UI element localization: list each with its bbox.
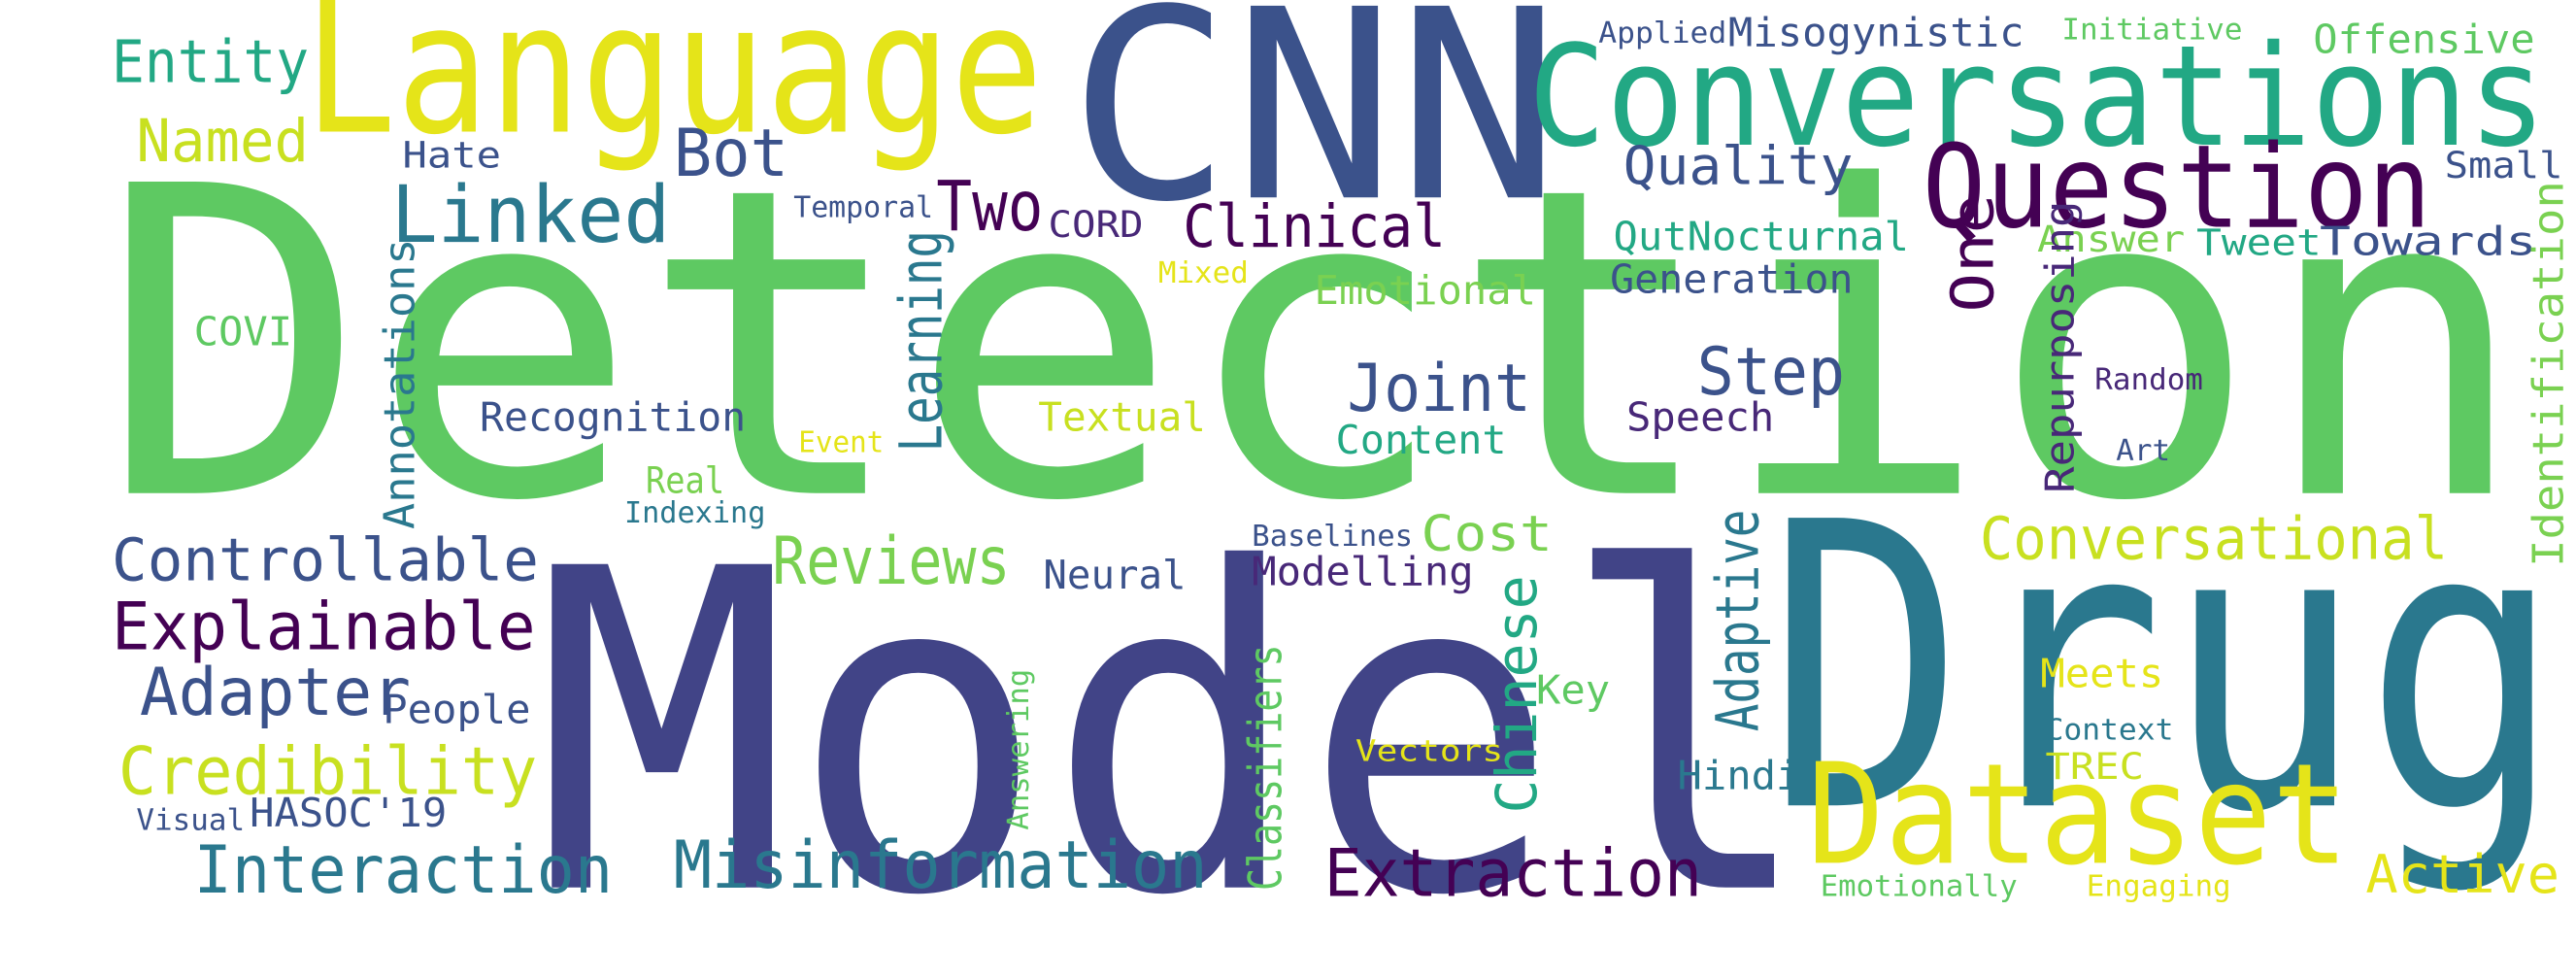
word: Drug (1766, 439, 2563, 898)
word: Textual (1038, 393, 1206, 440)
word: HASOC'19 (250, 790, 447, 836)
word: Key (1536, 666, 1610, 713)
word: COVID (194, 308, 318, 354)
word: Towards (2320, 218, 2536, 264)
word: QutNocturnal (1614, 213, 1910, 259)
word: Chinese (1485, 575, 1550, 813)
word: Joint (1347, 350, 1531, 426)
word: One (1938, 194, 2007, 313)
word: Art (2116, 434, 2170, 468)
word: Question (1923, 120, 2432, 254)
word: Neural (1043, 552, 1186, 598)
word: Two (936, 166, 1043, 247)
word: Clinical (1183, 192, 1446, 261)
word: Linked (391, 170, 671, 261)
word: Hindi (1677, 752, 1800, 798)
word: Step (1697, 333, 1845, 410)
word: Active (2365, 844, 2559, 905)
word: Entity (112, 28, 309, 97)
word: Reviews (772, 523, 1010, 599)
word: Indexing (624, 496, 766, 530)
word: Cost (1422, 505, 1553, 562)
word: Misogynistic (1728, 10, 2024, 56)
word: Dataset (1807, 733, 2349, 895)
word: Initiative (2061, 14, 2242, 48)
word: Mixed (1158, 256, 1249, 290)
word: Answering (1002, 669, 1036, 830)
word: Answer (2037, 218, 2185, 260)
word: Adaptive (1703, 510, 1772, 731)
word: Modelling (1252, 548, 1473, 594)
word: Classifiers (1240, 644, 1293, 891)
word: CORD (1048, 203, 1143, 246)
word: Applied (1598, 17, 1726, 51)
word: Detection (99, 97, 2530, 594)
word: Conversations (1528, 16, 2547, 178)
word: Visual (136, 804, 245, 838)
word: People (383, 687, 530, 733)
word: Generation (1610, 255, 1853, 302)
word: Interaction (194, 831, 613, 908)
word: Baselines (1252, 520, 1413, 554)
word: Recognition (480, 393, 746, 440)
word: Speech (1626, 393, 1774, 440)
word: Random (2094, 363, 2203, 397)
word: Language (304, 0, 1043, 174)
word: Context (2045, 714, 2173, 748)
word: Vectors (1355, 735, 1503, 769)
word: Meets (2040, 650, 2163, 696)
word: Temporal (793, 190, 933, 224)
word: Adapter (140, 654, 411, 730)
word: Model (534, 476, 1816, 978)
word: Engaging (2087, 869, 2231, 903)
word: Emotional (1315, 267, 1536, 314)
word: Learning (887, 230, 955, 452)
word: Named (136, 107, 309, 176)
word: Repurposing (2036, 201, 2083, 493)
word: Misinformation (674, 826, 1208, 903)
word: CNN (1068, 0, 1561, 259)
word: Annotations (375, 238, 424, 528)
word: Identification (2524, 181, 2573, 567)
word: Extraction (1324, 834, 1702, 911)
word: Emotionally (1821, 869, 2018, 903)
word: Offensive (2313, 16, 2534, 62)
word: Real (646, 459, 724, 502)
word: Credibility (118, 732, 537, 809)
word: Small (2445, 144, 2563, 186)
word: Content (1336, 417, 1507, 463)
word: Bot (674, 115, 788, 191)
word: Quality (1623, 136, 1854, 197)
word: TREC (2045, 745, 2144, 788)
word: Tweet (2196, 220, 2322, 263)
word: Explainable (112, 588, 536, 664)
word: Hate (403, 134, 502, 177)
word: Controllable (112, 525, 539, 594)
word: Conversational (1980, 504, 2448, 573)
word: Event (798, 425, 884, 459)
